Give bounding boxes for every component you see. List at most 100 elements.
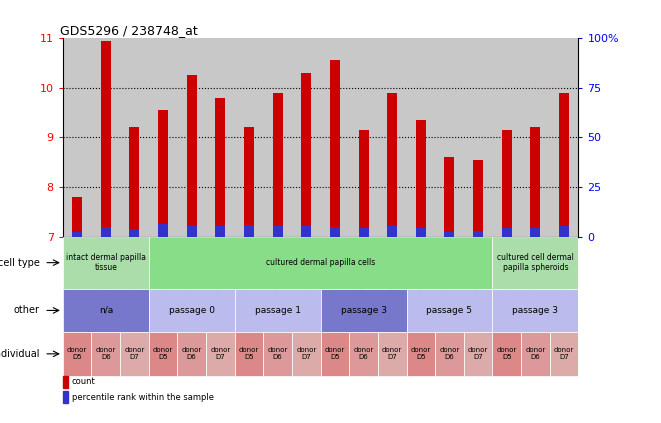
Bar: [387, 93, 397, 236]
Bar: [120, 332, 149, 376]
Bar: [559, 93, 569, 236]
Text: donor
D6: donor D6: [268, 347, 288, 360]
Bar: [244, 225, 254, 236]
Bar: [435, 38, 464, 236]
Bar: [149, 289, 235, 332]
Bar: [444, 157, 455, 236]
Bar: [91, 332, 120, 376]
Bar: [349, 332, 378, 376]
Text: donor
D7: donor D7: [296, 347, 317, 360]
Bar: [521, 38, 550, 236]
Bar: [235, 38, 263, 236]
Text: donor
D7: donor D7: [554, 347, 574, 360]
Bar: [321, 289, 407, 332]
Bar: [72, 232, 82, 236]
Bar: [464, 332, 492, 376]
Bar: [378, 332, 407, 376]
Text: donor
D7: donor D7: [382, 347, 403, 360]
Text: n/a: n/a: [98, 306, 113, 315]
Bar: [63, 289, 149, 332]
Bar: [387, 226, 397, 236]
Bar: [177, 38, 206, 236]
Bar: [473, 231, 483, 236]
Bar: [550, 332, 578, 376]
Bar: [435, 332, 464, 376]
Text: donor
D7: donor D7: [210, 347, 231, 360]
Bar: [158, 110, 168, 236]
Text: donor
D5: donor D5: [496, 347, 517, 360]
Bar: [349, 38, 378, 236]
Bar: [63, 38, 91, 236]
Bar: [330, 60, 340, 236]
Text: passage 1: passage 1: [254, 306, 301, 315]
Text: percentile rank within the sample: percentile rank within the sample: [72, 393, 214, 402]
Bar: [407, 38, 435, 236]
Bar: [530, 127, 541, 236]
Bar: [149, 38, 177, 236]
Bar: [272, 93, 283, 236]
Bar: [272, 226, 283, 236]
Bar: [521, 332, 550, 376]
Bar: [358, 130, 369, 236]
Bar: [321, 38, 349, 236]
Text: passage 5: passage 5: [426, 306, 473, 315]
Bar: [473, 159, 483, 236]
Text: donor
D6: donor D6: [354, 347, 373, 360]
Bar: [100, 227, 111, 236]
Text: donor
D5: donor D5: [325, 347, 345, 360]
Text: intact dermal papilla
tissue: intact dermal papilla tissue: [65, 253, 146, 272]
Text: donor
D5: donor D5: [67, 347, 87, 360]
Bar: [158, 224, 168, 236]
Bar: [63, 332, 91, 376]
Bar: [416, 228, 426, 236]
Bar: [91, 38, 120, 236]
Bar: [63, 236, 149, 289]
Bar: [301, 73, 311, 236]
Bar: [378, 38, 407, 236]
Text: individual: individual: [0, 349, 40, 359]
Bar: [559, 226, 569, 236]
Text: count: count: [72, 377, 96, 386]
Bar: [502, 130, 512, 236]
Bar: [464, 38, 492, 236]
Bar: [530, 228, 541, 236]
Bar: [244, 127, 254, 236]
Text: passage 0: passage 0: [169, 306, 215, 315]
Bar: [235, 332, 263, 376]
Bar: [301, 226, 311, 236]
Text: donor
D7: donor D7: [468, 347, 488, 360]
Text: donor
D5: donor D5: [153, 347, 173, 360]
Text: other: other: [14, 305, 40, 316]
Bar: [186, 75, 197, 236]
Text: donor
D5: donor D5: [410, 347, 431, 360]
Bar: [72, 197, 82, 236]
Bar: [444, 232, 455, 236]
Bar: [492, 289, 578, 332]
Text: donor
D7: donor D7: [124, 347, 145, 360]
Bar: [130, 229, 139, 236]
Bar: [358, 228, 369, 236]
Bar: [130, 127, 139, 236]
Bar: [292, 332, 321, 376]
Bar: [407, 289, 492, 332]
Bar: [63, 391, 68, 404]
Text: donor
D6: donor D6: [182, 347, 202, 360]
Bar: [149, 332, 177, 376]
Text: passage 3: passage 3: [512, 306, 559, 315]
Text: cell type: cell type: [0, 258, 40, 268]
Text: GDS5296 / 238748_at: GDS5296 / 238748_at: [60, 24, 198, 37]
Text: cultured dermal papilla cells: cultured dermal papilla cells: [266, 258, 375, 267]
Bar: [149, 236, 492, 289]
Text: donor
D5: donor D5: [239, 347, 259, 360]
Bar: [186, 226, 197, 236]
Bar: [63, 376, 68, 388]
Bar: [206, 332, 235, 376]
Bar: [502, 228, 512, 236]
Bar: [492, 332, 521, 376]
Bar: [492, 236, 578, 289]
Bar: [330, 227, 340, 236]
Text: passage 3: passage 3: [340, 306, 387, 315]
Text: donor
D6: donor D6: [96, 347, 116, 360]
Bar: [292, 38, 321, 236]
Bar: [120, 38, 149, 236]
